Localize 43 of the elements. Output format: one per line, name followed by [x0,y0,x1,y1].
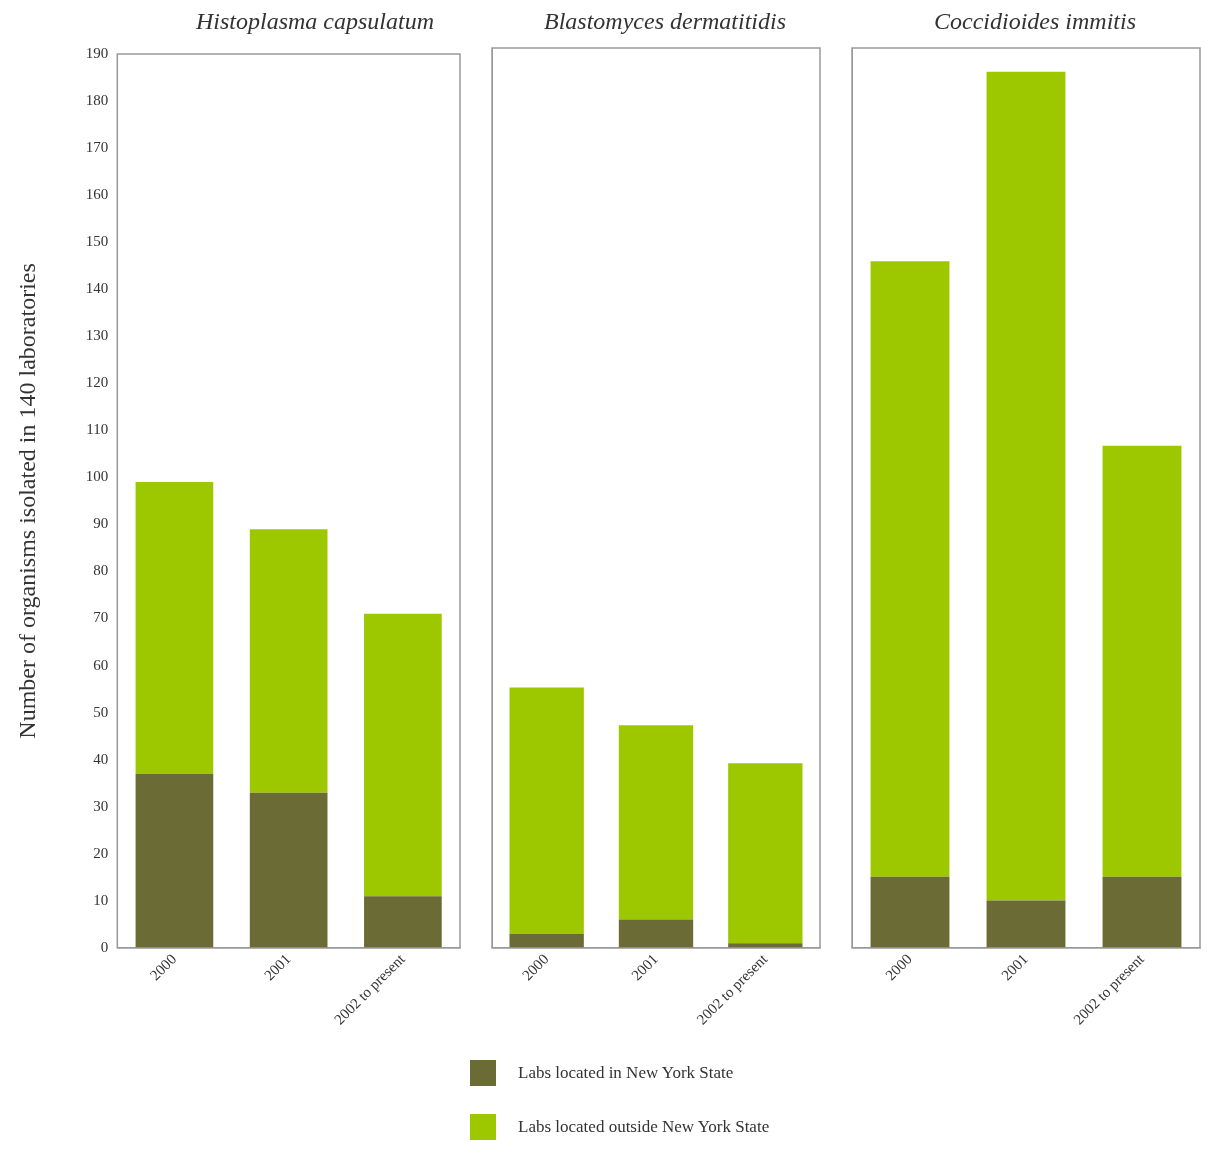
bar [986,900,1066,948]
y-tick-label: 160 [85,186,109,203]
bar [986,71,1066,901]
bar [870,876,950,948]
bar [618,725,694,920]
y-tick-label: 40 [93,750,109,767]
y-tick-label: 90 [93,515,109,532]
y-tick-label: 150 [85,233,109,250]
bar [618,919,694,948]
bar [364,896,442,948]
legend-label: Labs located in New York State [518,1063,734,1083]
bar [728,763,803,944]
bar [870,261,950,877]
y-tick-label: 80 [93,562,109,579]
chart-title: Coccidioides immitis [933,7,1137,36]
bar [249,529,328,793]
y-tick-label: 50 [93,703,109,720]
y-tick-label: 190 [85,44,109,61]
bar [135,773,214,948]
bar [364,613,442,897]
bar [1102,876,1182,948]
bar [135,482,214,774]
y-tick-label: 100 [85,468,109,485]
y-tick-label: 10 [93,891,109,908]
y-tick-label: 70 [93,609,109,626]
bar [1102,445,1182,877]
chart-title: Blastomyces dermatitidis [543,7,787,36]
y-tick-label: 60 [93,656,109,673]
y-tick-label: 140 [85,280,109,297]
y-tick-label: 110 [86,421,109,438]
bar [509,933,584,948]
y-axis-title: Number of organisms isolated in 140 laboratories [13,263,40,739]
y-tick-label: 130 [85,327,109,344]
bar [509,687,584,934]
legend-label: Labs located outside New York State [518,1117,770,1137]
y-tick-label: 180 [85,91,109,108]
y-tick-label: 170 [85,139,109,156]
chart-title: Histoplasma capsulatum [195,7,435,36]
y-tick-label: 20 [93,844,109,861]
y-tick-label: 0 [100,938,109,955]
bar [249,792,328,948]
y-tick-label: 30 [93,797,109,814]
y-tick-label: 120 [85,374,109,391]
